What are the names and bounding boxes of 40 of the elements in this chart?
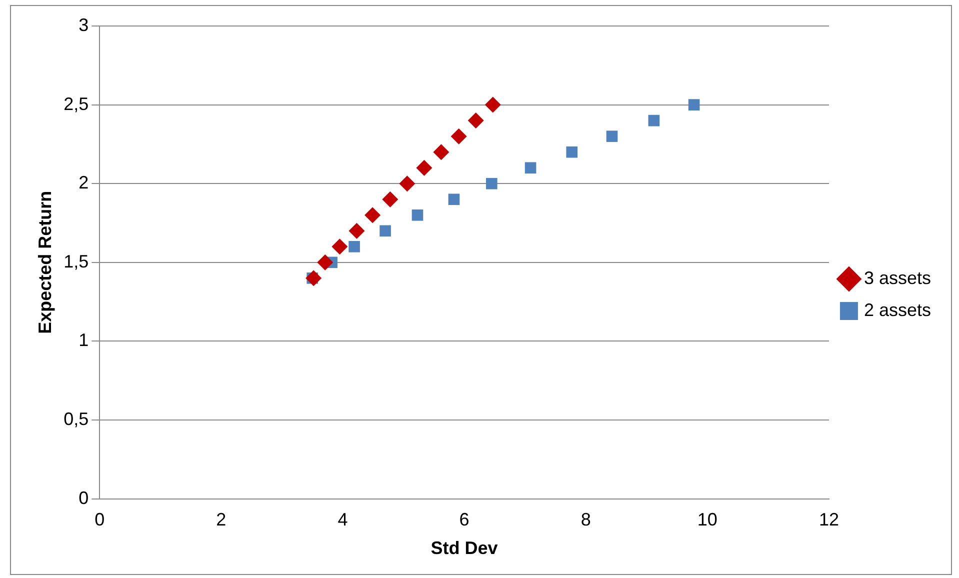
point (484, 96, 501, 113)
point (524, 162, 536, 174)
x-tick-label: 4 (338, 510, 348, 530)
point (364, 207, 381, 224)
y-tick-label: 1,5 (64, 251, 89, 272)
x-tick-label: 12 (818, 510, 839, 530)
x-axis-title: Std Dev (430, 538, 498, 558)
point (416, 160, 432, 176)
point (433, 144, 450, 160)
point (317, 254, 334, 270)
y-tick-label: 2,5 (64, 94, 89, 114)
point (348, 222, 365, 239)
x-tick-label: 0 (94, 510, 105, 530)
x-tick-label: 6 (459, 510, 470, 530)
legend-label: 3 assets (864, 268, 932, 288)
point (412, 209, 424, 221)
point (450, 128, 467, 144)
point (399, 176, 416, 192)
x-tick-label: 2 (216, 510, 226, 530)
point (380, 225, 391, 237)
point (332, 238, 348, 255)
point (306, 270, 322, 286)
legend-label: 2 assets (864, 300, 932, 320)
y-tick-label: 2 (78, 172, 89, 193)
point (486, 178, 498, 190)
y-axis-title: Expected Return (34, 190, 55, 334)
point (566, 146, 578, 158)
point (382, 191, 398, 208)
y-tick-label: 1 (78, 330, 89, 350)
y-tick-label: 3 (78, 14, 89, 35)
point (648, 114, 660, 126)
x-tick-label: 8 (580, 510, 591, 530)
point (606, 130, 618, 142)
point (448, 194, 460, 206)
y-tick-label: 0,5 (64, 408, 89, 429)
point (348, 240, 360, 252)
x-tick-label: 10 (697, 510, 718, 530)
y-tick-label: 0 (78, 488, 89, 508)
point (688, 99, 700, 110)
point (468, 112, 484, 129)
